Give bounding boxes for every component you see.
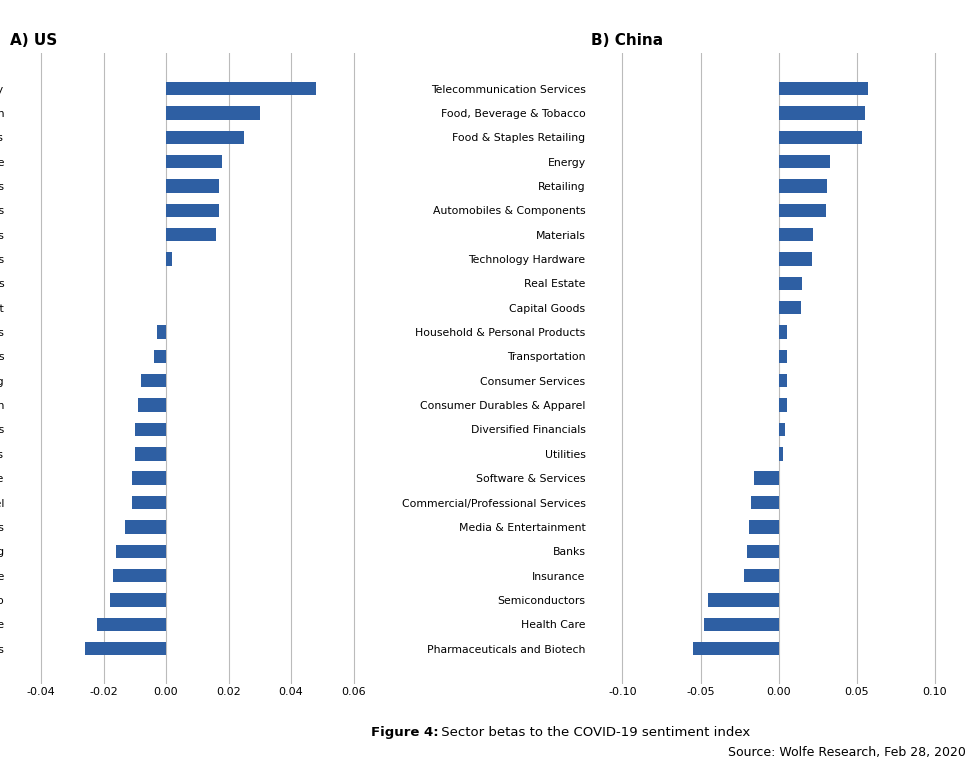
Bar <box>153 350 166 363</box>
Text: B) China: B) China <box>591 33 664 48</box>
Bar <box>779 82 868 95</box>
Bar <box>779 131 862 144</box>
Bar <box>779 228 813 242</box>
Bar <box>745 569 779 582</box>
Bar <box>693 642 779 655</box>
Bar <box>779 204 826 217</box>
Bar <box>753 471 779 485</box>
Bar <box>748 544 779 558</box>
Bar <box>135 447 166 461</box>
Bar <box>779 252 811 266</box>
Bar <box>109 594 166 606</box>
Text: Figure 4:: Figure 4: <box>371 726 438 739</box>
Bar <box>157 325 166 339</box>
Bar <box>98 618 166 631</box>
Bar <box>779 155 831 168</box>
Bar <box>704 618 779 631</box>
Text: Sector betas to the COVID-19 sentiment index: Sector betas to the COVID-19 sentiment i… <box>437 726 751 739</box>
Text: Source: Wolfe Research, Feb 28, 2020: Source: Wolfe Research, Feb 28, 2020 <box>728 746 966 759</box>
Bar <box>779 277 802 290</box>
Bar <box>85 642 166 655</box>
Bar <box>166 106 260 119</box>
Bar <box>709 594 779 606</box>
Bar <box>779 106 865 119</box>
Bar <box>132 471 166 485</box>
Bar <box>116 544 166 558</box>
Bar <box>779 179 827 193</box>
Bar <box>779 423 785 436</box>
Bar <box>779 301 800 315</box>
Bar <box>166 155 223 168</box>
Bar <box>125 520 166 534</box>
Bar <box>142 374 166 388</box>
Bar <box>779 350 787 363</box>
Bar <box>166 252 173 266</box>
Bar <box>166 228 216 242</box>
Bar <box>166 204 220 217</box>
Bar <box>779 374 787 388</box>
Bar <box>166 179 220 193</box>
Bar <box>779 398 787 412</box>
Bar <box>166 82 316 95</box>
Text: A) US: A) US <box>10 33 57 48</box>
Bar <box>779 325 787 339</box>
Bar <box>751 496 779 509</box>
Bar <box>779 447 784 461</box>
Bar <box>135 423 166 436</box>
Bar <box>113 569 166 582</box>
Bar <box>166 131 244 144</box>
Bar <box>749 520 779 534</box>
Bar <box>132 496 166 509</box>
Bar <box>138 398 166 412</box>
